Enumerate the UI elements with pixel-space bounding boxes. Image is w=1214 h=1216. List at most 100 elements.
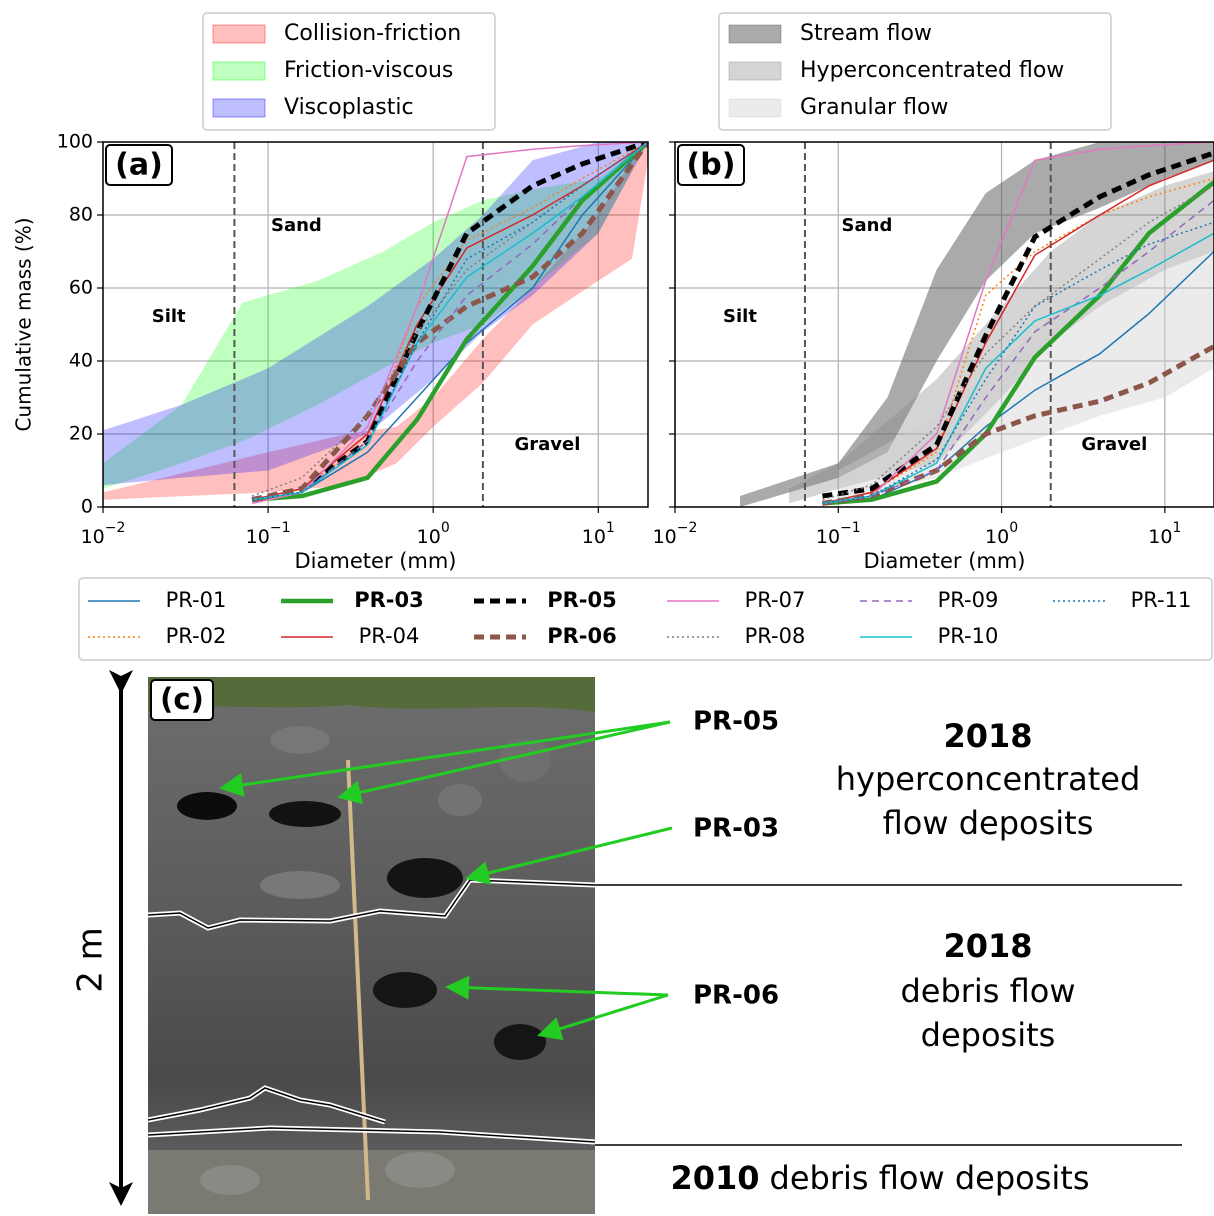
band [838, 222, 1214, 500]
panel-label-box [150, 679, 214, 721]
sample-hole [269, 801, 341, 827]
series-line [822, 185, 1214, 501]
series-legend-box [78, 577, 1213, 661]
unit-text: debris flow [900, 972, 1075, 1010]
sample-label: PR-05 [693, 707, 779, 737]
band [103, 142, 648, 486]
legend-label: PR-02 [166, 624, 227, 648]
panel-label-box [105, 144, 173, 186]
legend-label: PR-03 [354, 588, 424, 612]
legend-label: Viscoplastic [284, 95, 414, 120]
series-line [251, 142, 648, 501]
boulder [270, 726, 330, 754]
arrow [219, 720, 671, 797]
legend-label: PR-05 [547, 588, 617, 612]
y-tick-label: 0 [81, 496, 93, 518]
panel-label: (b) [687, 148, 736, 183]
region-label: Gravel [514, 434, 580, 455]
legend-label: PR-04 [359, 624, 420, 648]
series-line [822, 180, 1214, 506]
x-tick-exponent: 1 [1172, 520, 1181, 536]
vegetation [148, 677, 595, 712]
sample-hole [177, 792, 237, 820]
x-tick-base: 10 [1148, 526, 1172, 548]
x-tick-base: 10 [985, 526, 1009, 548]
boundary [147, 1127, 596, 1143]
legend-swatch [212, 61, 266, 81]
x-tick-label: 100 [417, 520, 450, 548]
legend-label: Hyperconcentrated flow [800, 58, 1064, 83]
legend-label: Stream flow [800, 21, 932, 46]
x-axis-label: Diameter (mm) [863, 549, 1025, 573]
series-line [822, 142, 1214, 505]
plot [675, 142, 1214, 507]
unit-text: hyperconcentrated [836, 760, 1141, 798]
legend-swatch [212, 98, 266, 118]
legend-label: Collision-friction [284, 21, 461, 46]
unit-text: debris flow deposits [770, 1159, 1090, 1197]
x-tick-label: 101 [1148, 520, 1181, 548]
sample-label: PR-03 [693, 814, 779, 844]
region-label: Silt [152, 306, 186, 327]
x-tick-exponent: 0 [1009, 520, 1018, 536]
series-line [251, 142, 648, 503]
legend-label: PR-07 [745, 588, 806, 612]
legend-label: PR-06 [547, 624, 617, 648]
x-tick-base: 10 [816, 526, 840, 548]
arrow [537, 993, 669, 1041]
legend-label: Friction-viscous [284, 58, 453, 83]
y-tick-label: 60 [69, 277, 93, 299]
y-tick-label: 20 [69, 423, 93, 445]
legend-label: PR-09 [938, 588, 999, 612]
unit-text: flow deposits [883, 804, 1094, 842]
band [739, 142, 1214, 507]
legend-swatch [728, 61, 782, 81]
x-tick-exponent: −2 [677, 520, 698, 536]
legend-label: PR-10 [938, 624, 999, 648]
panel-label: (a) [115, 148, 163, 183]
x-tick-exponent: 0 [441, 520, 450, 536]
boulder [260, 871, 340, 899]
legend-box [202, 12, 496, 131]
arrow [465, 826, 673, 885]
legend-box [718, 12, 1112, 131]
sample-hole [494, 1024, 546, 1060]
unit-text: deposits [921, 1016, 1056, 1054]
region-label: Sand [842, 215, 893, 236]
sample-label: PR-06 [693, 981, 779, 1011]
band [789, 171, 1214, 504]
legend-label: PR-08 [745, 624, 806, 648]
x-tick-exponent: −1 [840, 520, 861, 536]
axes-frame [674, 141, 1214, 508]
boundary [147, 1087, 386, 1123]
series-line [822, 199, 1214, 505]
y-tick-label: 80 [69, 204, 93, 226]
arrows [219, 720, 673, 1041]
boulder [499, 738, 551, 782]
x-tick-base: 10 [582, 526, 606, 548]
boulder [385, 1152, 455, 1188]
unit-year: 2018 [943, 927, 1032, 965]
x-tick-label: 100 [985, 520, 1018, 548]
x-tick-base: 10 [81, 526, 105, 548]
x-tick-label: 101 [582, 520, 615, 548]
panel-label: (c) [160, 682, 204, 716]
panel-label-box [677, 144, 745, 186]
legend-swatch [728, 98, 782, 118]
series-line [251, 142, 648, 501]
legend-label: Granular flow [800, 95, 948, 120]
unit-caption: 2010 debris flow deposits [670, 1159, 1089, 1197]
legend-swatch [212, 24, 266, 44]
arrow [337, 720, 671, 805]
ground [148, 1150, 595, 1214]
x-tick-label: 10−2 [81, 520, 126, 548]
axes-frame [102, 141, 649, 508]
x-tick-label: 10−2 [653, 520, 698, 548]
series-line [822, 177, 1214, 505]
band [103, 142, 648, 489]
x-tick-label: 10−1 [816, 520, 861, 548]
y-tick-label: 40 [69, 350, 93, 372]
x-axis-label: Diameter (mm) [294, 549, 456, 573]
x-tick-base: 10 [417, 526, 441, 548]
